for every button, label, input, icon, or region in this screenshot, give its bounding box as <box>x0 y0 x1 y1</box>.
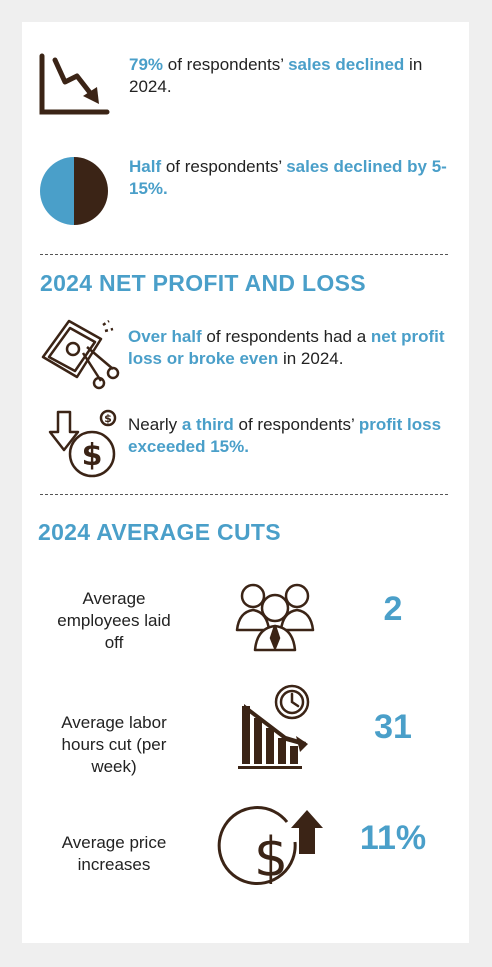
price-increases-value: 11% <box>359 819 427 857</box>
profit-stat-2: Nearly a third of respondents’ profit lo… <box>128 414 448 458</box>
profit-loss-title: 2024 NET PROFIT AND LOSS <box>40 270 366 296</box>
profit-stat-1-text: of respondents had a <box>201 327 371 346</box>
employees-group-icon <box>235 583 315 652</box>
profit-stat-2-lead: Nearly <box>128 415 182 434</box>
section-divider-1 <box>40 254 448 255</box>
svg-text:$: $ <box>82 438 103 473</box>
sales-stat-2-highlight-2: sales declined by 5-15%. <box>129 157 447 198</box>
sales-stat-2: Half of respondents’ sales declined by 5… <box>129 156 449 200</box>
profit-stat-2-text: of respondents’ <box>233 415 359 434</box>
sales-stat-1-text-2: in 2024. <box>129 55 423 96</box>
profit-stat-1-text-2: in 2024. <box>278 349 344 368</box>
sales-stat-2-text: of respondents’ <box>161 157 287 176</box>
cut-money-icon <box>41 319 120 390</box>
section-divider-2 <box>40 494 448 495</box>
infographic-card: 79% of respondents’ sales declined in 20… <box>22 22 469 943</box>
profit-stat-1-highlight: Over half <box>128 327 202 346</box>
half-pie-icon <box>40 157 108 225</box>
price-increases-label: Average price increases <box>61 833 167 874</box>
profit-stat-1-highlight-2: net profit loss or broke even <box>128 327 445 368</box>
profit-stat-2-highlight-2: profit loss exceeded 15%. <box>128 415 442 456</box>
svg-text:$: $ <box>104 412 112 425</box>
sales-stat-1-highlight: 79% <box>129 55 164 74</box>
profit-stat-2-highlight: a third <box>181 415 234 434</box>
sales-stat-2-highlight: Half <box>129 157 162 176</box>
sales-stat-1-highlight-2: sales declined <box>288 55 405 74</box>
labor-hours-cut-label: Average labor hours cut (per week) <box>61 713 167 776</box>
average-cuts-title: 2024 AVERAGE CUTS <box>38 519 281 545</box>
profit-stat-1: Over half of respondents had a net profi… <box>128 326 448 370</box>
dollar-down-arrow-icon: $ $ <box>48 409 117 478</box>
declining-chart-icon <box>39 53 110 115</box>
employees-laid-off-label: Average employees laid off <box>57 589 171 652</box>
employees-laid-off-value: 2 <box>383 590 403 628</box>
svg-text:$: $ <box>254 826 288 889</box>
sales-stat-1-text: of respondents’ <box>163 55 289 74</box>
clock-declining-bars-icon <box>238 684 310 769</box>
dollar-up-arrow-icon: $ <box>217 806 323 889</box>
labor-hours-cut-value: 31 <box>374 708 412 746</box>
sales-stat-1: 79% of respondents’ sales declined in 20… <box>129 54 449 98</box>
